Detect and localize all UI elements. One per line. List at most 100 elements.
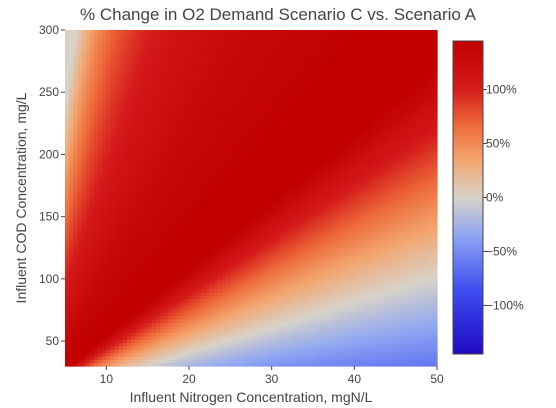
heatmap-cell	[201, 359, 207, 364]
heatmap-cell	[255, 120, 260, 125]
heatmap-cell	[255, 60, 260, 65]
heatmap-cell	[73, 221, 78, 226]
heatmap-cell	[184, 73, 190, 78]
heatmap-cell	[151, 134, 157, 139]
heatmap-cell	[251, 288, 256, 293]
heatmap-cell	[118, 147, 124, 152]
heatmap-cell	[143, 275, 149, 280]
heatmap-cell	[176, 167, 182, 172]
heatmap-cell	[226, 73, 231, 78]
heatmap-cell	[176, 130, 182, 135]
heatmap-cell	[151, 352, 157, 357]
heatmap-cell	[102, 30, 107, 34]
heatmap-cell	[184, 329, 190, 333]
heatmap-cell	[89, 282, 95, 286]
heatmap-cell	[189, 114, 194, 118]
heatmap-cell	[267, 318, 273, 323]
heatmap-cell	[189, 251, 194, 256]
heatmap-cell	[122, 318, 128, 323]
heatmap-cell	[197, 60, 202, 65]
heatmap-cell	[267, 292, 273, 297]
heatmap-cell	[267, 245, 273, 249]
heatmap-cell	[176, 103, 182, 108]
heatmap-cell	[151, 248, 157, 253]
heatmap-cell	[81, 218, 87, 223]
heatmap-cell	[267, 80, 273, 85]
heatmap-cell	[255, 167, 260, 172]
heatmap-cell	[164, 359, 169, 364]
heatmap-cell	[222, 345, 227, 350]
heatmap-cell	[81, 174, 87, 179]
heatmap-cell	[242, 36, 248, 41]
heatmap-cell	[205, 174, 211, 179]
heatmap-cell	[251, 80, 256, 85]
heatmap-cell	[201, 36, 207, 41]
heatmap-cell	[122, 46, 128, 51]
heatmap-cell	[164, 33, 169, 38]
heatmap-cell	[135, 53, 140, 58]
heatmap-cell	[176, 255, 182, 260]
heatmap-cell	[65, 56, 70, 61]
heatmap-cell	[106, 53, 112, 58]
heatmap-cell	[255, 228, 260, 233]
heatmap-cell	[73, 208, 78, 213]
heatmap-cell	[263, 221, 269, 226]
heatmap-cell	[251, 107, 256, 112]
heatmap-cell	[205, 60, 211, 65]
heatmap-cell	[172, 161, 178, 165]
heatmap-cell	[217, 251, 223, 256]
heatmap-cell	[246, 134, 252, 139]
heatmap-cell	[122, 127, 128, 132]
heatmap-cell	[230, 258, 236, 263]
heatmap-cell	[155, 201, 161, 206]
heatmap-cell	[77, 137, 83, 142]
heatmap-cell	[189, 228, 194, 233]
heatmap-cell	[197, 134, 202, 139]
heatmap-cell	[143, 265, 149, 270]
heatmap-cell	[222, 352, 227, 357]
heatmap-cell	[118, 278, 124, 283]
heatmap-cell	[77, 103, 83, 108]
heatmap-cell	[230, 261, 236, 266]
heatmap-cell	[184, 248, 190, 253]
heatmap-cell	[110, 80, 116, 85]
heatmap-cell	[193, 329, 198, 333]
heatmap-cell	[259, 60, 264, 65]
heatmap-cell	[155, 167, 161, 172]
heatmap-cell	[110, 198, 116, 202]
heatmap-cell	[209, 73, 215, 78]
heatmap-cell	[114, 107, 120, 112]
heatmap-cell	[135, 73, 140, 78]
heatmap-cell	[85, 292, 91, 297]
heatmap-cell	[139, 345, 145, 350]
heatmap-cell	[122, 114, 128, 118]
heatmap-cell	[201, 234, 207, 239]
heatmap-cell	[164, 288, 169, 293]
heatmap-cell	[242, 60, 248, 65]
heatmap-cell	[69, 312, 74, 317]
heatmap-cell	[139, 110, 145, 115]
heatmap-cell	[201, 312, 207, 317]
heatmap-cell	[81, 150, 87, 155]
heatmap-cell	[222, 137, 227, 142]
heatmap-cell	[193, 43, 198, 48]
heatmap-cell	[164, 292, 169, 297]
heatmap-cell	[209, 187, 215, 192]
heatmap-cell	[259, 221, 264, 226]
heatmap-cell	[118, 339, 124, 344]
heatmap-cell	[122, 87, 128, 92]
heatmap-cell	[139, 174, 145, 179]
heatmap-cell	[122, 171, 128, 176]
heatmap-cell	[65, 318, 70, 323]
heatmap-cell	[114, 322, 120, 327]
heatmap-cell	[114, 150, 120, 155]
heatmap-cell	[238, 211, 244, 216]
heatmap-cell	[201, 127, 207, 132]
heatmap-cell	[81, 275, 87, 280]
heatmap-cell	[238, 198, 244, 202]
heatmap-cell	[155, 339, 161, 344]
heatmap-cell	[189, 181, 194, 186]
heatmap-cell	[147, 73, 153, 78]
heatmap-cell	[217, 234, 223, 239]
heatmap-cell	[168, 318, 174, 323]
